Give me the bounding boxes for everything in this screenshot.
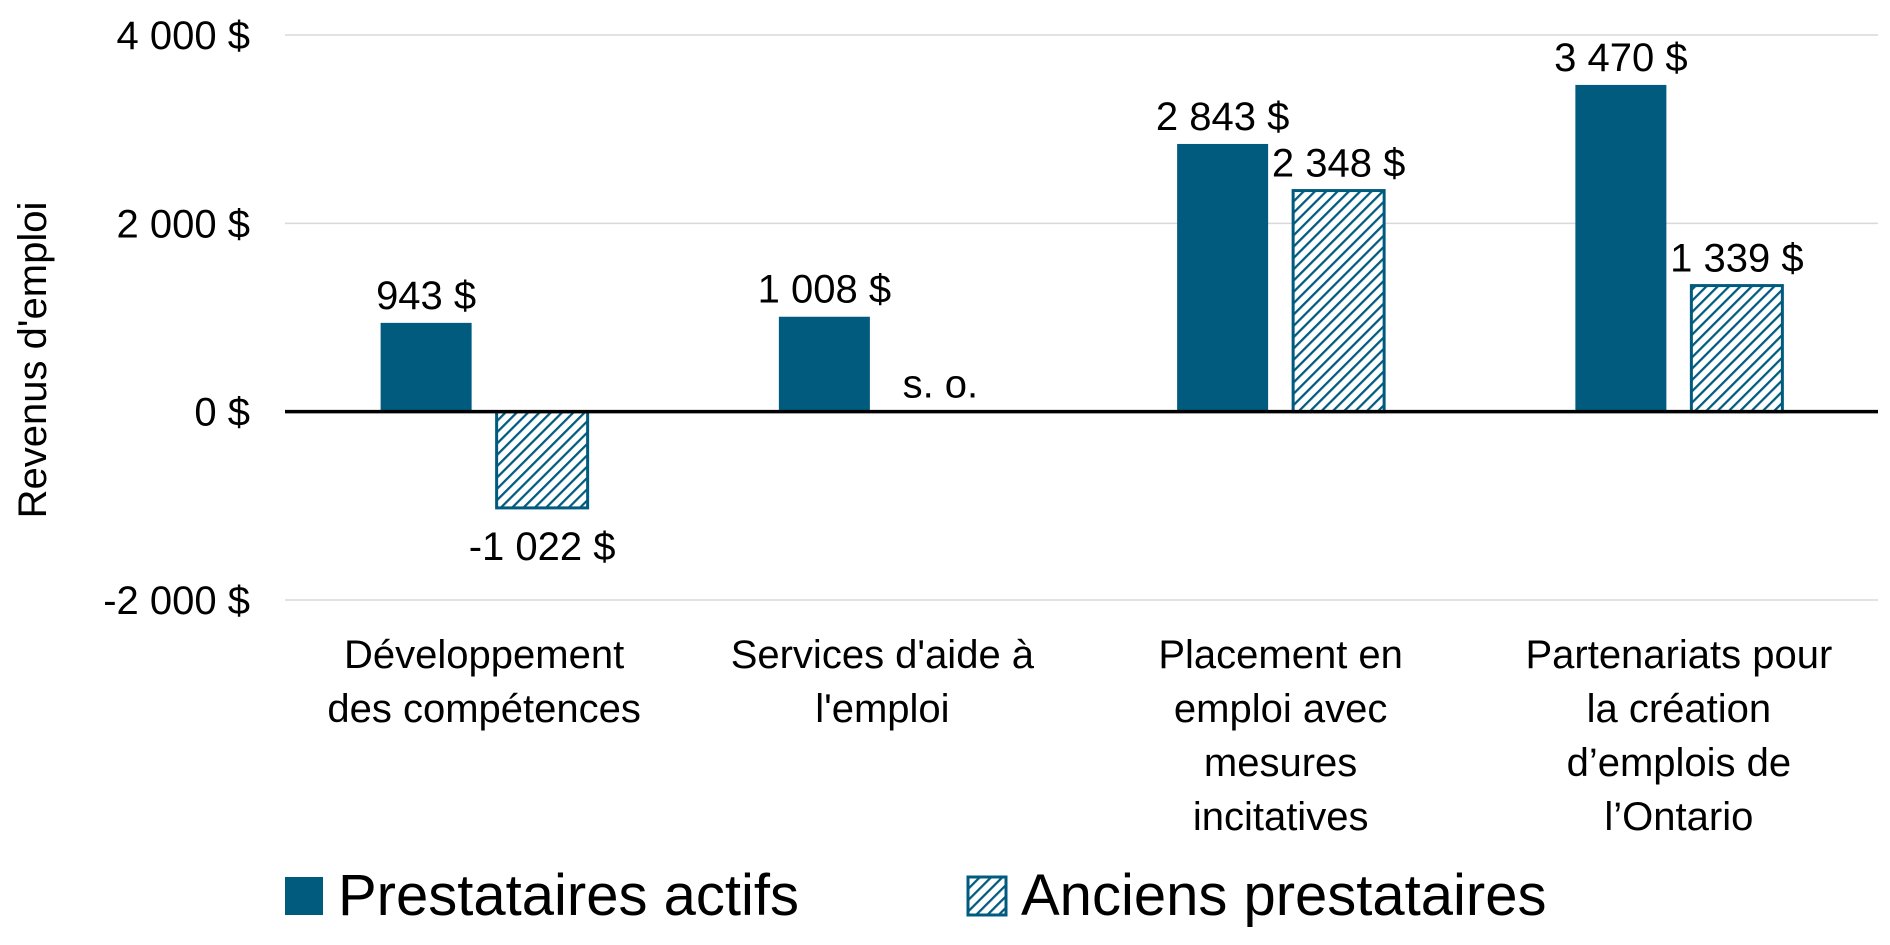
data-label: 3 470 $ [1554, 36, 1687, 80]
bar-former-4 [1689, 284, 1784, 414]
legend-swatch [966, 875, 1008, 917]
category-label: Développement des compétences [327, 633, 641, 731]
legend: Prestataires actifs Anciens prestataires [285, 863, 1546, 928]
bars [380, 84, 1784, 510]
bar-active-2 [778, 316, 870, 412]
bar-active-3 [1177, 143, 1269, 412]
y-tick-label: 4 000 $ [117, 14, 250, 58]
data-label: 1 008 $ [758, 268, 891, 312]
category-label: Partenariats pour la création d’emplois de… [1525, 633, 1832, 839]
data-label: -1 022 $ [469, 525, 616, 569]
data-label: 1 339 $ [1670, 237, 1803, 281]
legend-label: Anciens prestataires [1021, 863, 1546, 928]
data-label: 943 $ [376, 274, 476, 318]
category-label: Placement en emploi avec mesures incitative… [1158, 633, 1403, 839]
y-tick-label: 0 $ [194, 391, 250, 435]
data-label: 2 348 $ [1272, 142, 1405, 186]
bar-former-3 [1291, 189, 1386, 414]
data-label-na: s. o. [903, 363, 979, 407]
y-tick-label: 2 000 $ [117, 202, 250, 246]
y-tick-label: -2 000 $ [103, 579, 250, 623]
category-label: Services d'aide à l'emploi [731, 633, 1035, 731]
bar-former-1 [495, 410, 590, 510]
bar-active-4 [1575, 84, 1667, 412]
y-axis-title: Revenus d'emploi [11, 202, 55, 519]
legend-swatch [285, 877, 323, 915]
category-labels: Développement des compétences Services d'a… [327, 633, 1832, 839]
bar-active-1 [380, 322, 472, 412]
data-labels: 943 $ -1 022 $ 1 008 $ s. o. 2 843 $2 348 $ 3… [376, 36, 1804, 569]
y-axis-ticks: 4 000 $ 2 000 $ 0 $ -2 000 $ [103, 14, 250, 623]
legend-label: Prestataires actifs [338, 863, 799, 928]
data-label: 2 843 $ [1156, 95, 1289, 139]
